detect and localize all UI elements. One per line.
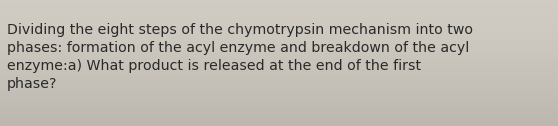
Text: Dividing the eight steps of the chymotrypsin mechanism into two
phases: formatio: Dividing the eight steps of the chymotry… — [7, 23, 473, 91]
